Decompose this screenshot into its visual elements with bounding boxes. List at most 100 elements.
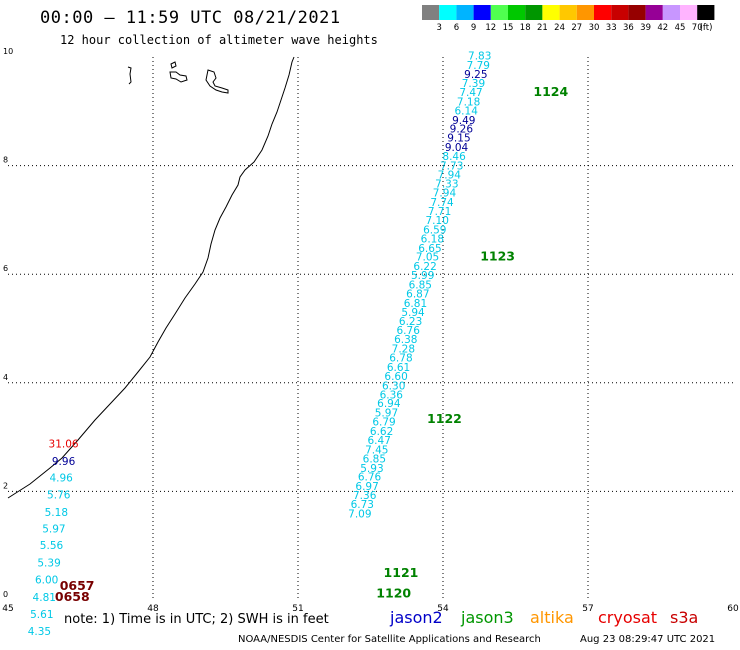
wave-height-reading: 7.28 xyxy=(392,343,415,355)
pass-time-label: 0657 xyxy=(60,578,95,593)
wave-height-reading: 6.30 xyxy=(382,380,405,392)
wave-height-reading: 9.49 xyxy=(452,115,475,127)
y-tick-label: 2 xyxy=(3,481,8,490)
y-tick-label: 10 xyxy=(3,47,13,56)
wave-height-reading: 9.04 xyxy=(445,142,469,154)
wave-height-reading: 6.23 xyxy=(399,316,422,328)
wave-height-reading: 7.05 xyxy=(416,252,439,264)
x-tick-label: 51 xyxy=(292,604,303,614)
pass-time-label: 1123 xyxy=(480,249,515,264)
legend-swatch xyxy=(439,5,457,20)
coastline xyxy=(7,56,295,499)
wave-height-reading: 6.87 xyxy=(406,289,429,301)
legend-label: 39 xyxy=(640,23,651,33)
y-tick-label: 4 xyxy=(3,373,8,382)
pass-time-label: 1120 xyxy=(376,585,411,600)
pass-time-label: 0658 xyxy=(55,589,90,604)
legend-swatch xyxy=(525,5,543,20)
wave-height-reading: 9.15 xyxy=(447,133,470,145)
legend-swatch xyxy=(542,5,560,20)
y-tick-label: 8 xyxy=(3,156,8,165)
wave-height-reading: 5.94 xyxy=(401,307,425,319)
x-tick-label: 48 xyxy=(147,604,159,614)
wave-height-reading: 7.79 xyxy=(467,60,490,72)
wave-height-reading: 6.22 xyxy=(413,261,436,273)
wave-height-reading: 6.81 xyxy=(404,298,427,310)
legend-label: 30 xyxy=(589,23,600,33)
legend-swatch xyxy=(422,5,440,20)
page-title: 00:00 – 11:59 UTC 08/21/2021 xyxy=(40,8,341,28)
satellite-label-altika: altika xyxy=(530,608,574,627)
wave-height-reading: 5.18 xyxy=(45,507,68,519)
legend-label: 3 xyxy=(436,23,441,33)
map-grid: 45 48 51 54 57 60 0 2 4 6 8 10 xyxy=(2,47,739,614)
wave-height-reading: 6.76 xyxy=(397,325,421,337)
wave-height-reading: 4.35 xyxy=(28,626,51,638)
legend-swatch xyxy=(594,5,612,20)
x-tick-label: 54 xyxy=(437,604,449,614)
legend-label: 18 xyxy=(520,23,531,33)
wave-height-reading: 9.25 xyxy=(464,69,487,81)
x-tick-label: 45 xyxy=(2,604,13,614)
wave-height-reading: 6.18 xyxy=(421,234,444,246)
satellite-label-jason2: jason2 xyxy=(390,608,443,627)
wave-height-reading: 7.09 xyxy=(348,508,371,520)
wave-height-reading: 7.39 xyxy=(462,78,485,90)
legend-swatch xyxy=(473,5,491,20)
wave-height-reading: 6.85 xyxy=(363,454,386,466)
wave-height-reading: 4.96 xyxy=(49,473,73,485)
generated-timestamp: Aug 23 08:29:47 UTC 2021 xyxy=(580,634,716,645)
wave-height-reading: 6.59 xyxy=(423,224,446,236)
wave-height-reading: 6.94 xyxy=(377,398,401,410)
wave-height-reading: 7.73 xyxy=(440,160,463,172)
footer-note: note: 1) Time is in UTC; 2) SWH is in fe… xyxy=(64,612,329,627)
wave-height-reading: 7.45 xyxy=(365,444,388,456)
legend-swatch xyxy=(456,5,474,20)
wave-height-reading: 6.38 xyxy=(394,334,417,346)
wave-height-reading: 5.99 xyxy=(411,270,434,282)
legend-swatch xyxy=(662,5,680,20)
satellite-label-cryosat: cryosat xyxy=(598,608,658,627)
wave-height-reading: 6.36 xyxy=(380,390,404,402)
wave-height-reading: 7.71 xyxy=(428,206,451,218)
pass-time-label: 1124 xyxy=(533,84,568,99)
wave-height-reading: 6.78 xyxy=(389,353,412,365)
legend-label: 24 xyxy=(554,23,565,33)
wave-height-reading: 6.61 xyxy=(387,362,410,374)
wave-height-reading: 5.93 xyxy=(360,463,383,475)
pass-coastal-track: 31.06 9.96 4.96 5.76 5.18 5.97 5.56 5.39 6.00 4.8… xyxy=(28,438,95,637)
color-legend: 3 6 9 12 15 18 21 24 27 30 33 36 39 42 45 70(ft) xyxy=(422,5,715,33)
legend-swatch xyxy=(645,5,663,20)
wave-height-reading: 7.94 xyxy=(438,170,462,182)
pass-main-track: 7.837.799.257.397.477.186.149.499.269.15… xyxy=(348,51,568,601)
y-tick-label: 0 xyxy=(3,590,8,599)
wave-height-reading: 7.74 xyxy=(430,197,454,209)
legend-unit: (ft) xyxy=(700,23,713,33)
legend-label: 15 xyxy=(503,23,514,33)
wave-height-reading: 7.36 xyxy=(353,490,377,502)
wave-height-reading: 6.73 xyxy=(351,499,374,511)
x-tick-label: 57 xyxy=(582,604,593,614)
legend-label: 21 xyxy=(537,23,548,33)
legend-swatch xyxy=(611,5,629,20)
wave-height-reading: 6.79 xyxy=(372,417,395,429)
satellite-label-jason3: jason3 xyxy=(461,608,514,627)
legend-label: 70 xyxy=(692,23,703,33)
wave-height-reading: 7.18 xyxy=(457,96,480,108)
wave-height-reading: 6.76 xyxy=(358,472,382,484)
legend-label: 12 xyxy=(485,23,496,33)
legend-label: 45 xyxy=(675,23,686,33)
legend-swatch xyxy=(576,5,594,20)
page-subtitle: 12 hour collection of altimeter wave hei… xyxy=(60,33,378,47)
legend-swatch xyxy=(628,5,646,20)
wave-height-reading: 8.46 xyxy=(442,151,466,163)
pass-time-label: 1122 xyxy=(427,411,462,426)
wave-height-reading: 5.39 xyxy=(37,557,60,569)
wave-height-reading: 6.14 xyxy=(455,106,479,118)
island-shape xyxy=(127,66,132,85)
wave-height-reading: 5.76 xyxy=(47,489,71,501)
wave-height-reading: 5.56 xyxy=(40,540,64,552)
legend-swatch xyxy=(559,5,577,20)
coastline-path xyxy=(7,56,295,499)
